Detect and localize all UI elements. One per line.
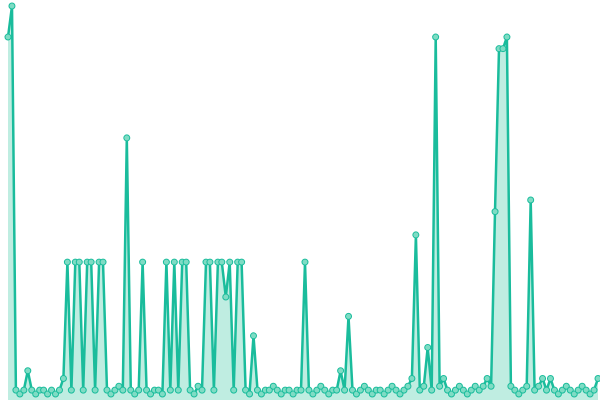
- data-point: [491, 208, 499, 216]
- data-point: [333, 386, 341, 394]
- data-point: [543, 386, 551, 394]
- data-point: [24, 367, 32, 375]
- data-point: [206, 258, 214, 266]
- data-point: [250, 332, 258, 340]
- data-point: [420, 382, 428, 390]
- data-point: [99, 258, 107, 266]
- data-point: [210, 386, 218, 394]
- series-line: [6, 4, 600, 396]
- data-point: [412, 231, 420, 239]
- data-point: [174, 386, 182, 394]
- data-point: [337, 367, 345, 375]
- data-point: [170, 258, 178, 266]
- data-point: [238, 258, 246, 266]
- data-point: [590, 386, 598, 394]
- data-point: [345, 312, 353, 320]
- data-point: [546, 374, 554, 382]
- data-point: [135, 386, 143, 394]
- data-point: [301, 258, 309, 266]
- data-point: [75, 258, 83, 266]
- data-point: [67, 386, 75, 394]
- data-point: [218, 258, 226, 266]
- data-point: [4, 33, 12, 41]
- data-point: [503, 33, 511, 41]
- data-point: [79, 386, 87, 394]
- data-point: [119, 386, 127, 394]
- data-point: [222, 293, 230, 301]
- data-point: [523, 382, 531, 390]
- data-point: [158, 390, 166, 398]
- data-point: [440, 374, 448, 382]
- data-point: [527, 196, 535, 204]
- data-point: [594, 374, 600, 382]
- data-point: [59, 374, 67, 382]
- data-point: [535, 382, 543, 390]
- data-point: [20, 386, 28, 394]
- data-point: [404, 382, 412, 390]
- data-point: [190, 390, 198, 398]
- data-point: [246, 390, 254, 398]
- data-point: [162, 258, 170, 266]
- data-point: [87, 258, 95, 266]
- data-point: [487, 382, 495, 390]
- data-point: [55, 386, 63, 394]
- data-points: [4, 2, 600, 398]
- data-point: [226, 258, 234, 266]
- data-point: [432, 33, 440, 41]
- data-point: [428, 386, 436, 394]
- data-point: [499, 45, 507, 53]
- data-point: [408, 374, 416, 382]
- data-point: [8, 2, 16, 10]
- data-point: [182, 258, 190, 266]
- data-point: [483, 374, 491, 382]
- data-point: [166, 386, 174, 394]
- data-point: [539, 374, 547, 382]
- data-point: [436, 382, 444, 390]
- data-point: [63, 258, 71, 266]
- data-point: [123, 134, 131, 142]
- data-point: [479, 382, 487, 390]
- data-point: [230, 386, 238, 394]
- data-point: [341, 386, 349, 394]
- data-point: [139, 258, 147, 266]
- data-point: [91, 386, 99, 394]
- data-point: [424, 343, 432, 351]
- data-point: [198, 386, 206, 394]
- data-point: [297, 386, 305, 394]
